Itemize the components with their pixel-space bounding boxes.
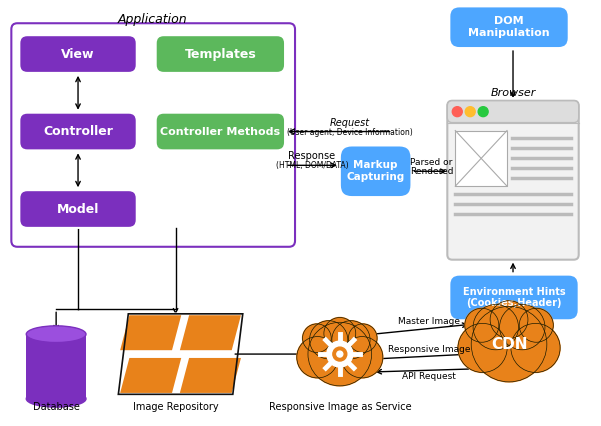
Text: Responsive Image: Responsive Image bbox=[388, 345, 471, 354]
Text: CDN: CDN bbox=[491, 337, 527, 351]
Circle shape bbox=[332, 321, 370, 359]
FancyBboxPatch shape bbox=[19, 190, 137, 228]
Text: Responsive Image as Service: Responsive Image as Service bbox=[269, 402, 411, 412]
Circle shape bbox=[471, 306, 547, 382]
FancyBboxPatch shape bbox=[450, 6, 569, 48]
Text: Request: Request bbox=[330, 118, 370, 128]
Circle shape bbox=[324, 317, 356, 349]
Text: (User agent, Device Information): (User agent, Device Information) bbox=[287, 128, 413, 137]
FancyBboxPatch shape bbox=[450, 275, 579, 320]
Text: Model: Model bbox=[57, 202, 99, 216]
Text: Database: Database bbox=[32, 402, 79, 412]
FancyBboxPatch shape bbox=[447, 101, 579, 260]
Text: Markup
Capturing: Markup Capturing bbox=[347, 161, 405, 182]
Ellipse shape bbox=[26, 326, 86, 343]
Circle shape bbox=[327, 341, 353, 367]
Circle shape bbox=[297, 337, 338, 378]
Circle shape bbox=[333, 347, 347, 361]
Polygon shape bbox=[118, 357, 183, 394]
Circle shape bbox=[349, 324, 377, 352]
Text: Controller: Controller bbox=[43, 125, 113, 138]
Circle shape bbox=[490, 301, 528, 339]
Circle shape bbox=[499, 305, 545, 350]
FancyBboxPatch shape bbox=[19, 35, 137, 73]
Text: DOM
Manipulation: DOM Manipulation bbox=[468, 17, 550, 38]
Circle shape bbox=[478, 106, 488, 117]
Text: Controller Methods: Controller Methods bbox=[160, 127, 281, 137]
FancyBboxPatch shape bbox=[340, 145, 412, 197]
Circle shape bbox=[337, 351, 343, 357]
FancyBboxPatch shape bbox=[156, 112, 285, 150]
Text: Templates: Templates bbox=[185, 48, 256, 60]
Circle shape bbox=[308, 322, 371, 386]
Circle shape bbox=[473, 305, 519, 350]
Circle shape bbox=[511, 323, 560, 372]
Circle shape bbox=[302, 324, 331, 352]
Text: View: View bbox=[61, 48, 95, 60]
Circle shape bbox=[453, 106, 462, 117]
FancyBboxPatch shape bbox=[19, 112, 137, 150]
Text: Environment Hints
(Cookies,Header): Environment Hints (Cookies,Header) bbox=[463, 287, 566, 308]
Polygon shape bbox=[178, 357, 243, 394]
Circle shape bbox=[465, 106, 475, 117]
Text: Master Image: Master Image bbox=[398, 317, 460, 326]
Polygon shape bbox=[118, 314, 183, 351]
Circle shape bbox=[458, 323, 507, 372]
Text: API Request: API Request bbox=[403, 372, 456, 381]
Circle shape bbox=[519, 308, 554, 342]
FancyBboxPatch shape bbox=[447, 101, 579, 123]
Bar bbox=[456, 130, 507, 186]
Polygon shape bbox=[178, 314, 243, 351]
Text: Response: Response bbox=[288, 151, 335, 161]
Ellipse shape bbox=[26, 391, 86, 407]
Text: Application: Application bbox=[118, 13, 188, 26]
Text: Browser: Browser bbox=[490, 88, 535, 98]
Circle shape bbox=[465, 308, 499, 342]
Circle shape bbox=[341, 337, 383, 378]
Text: Parsed or: Parsed or bbox=[410, 158, 453, 167]
FancyBboxPatch shape bbox=[156, 35, 285, 73]
Text: Image Repository: Image Repository bbox=[133, 402, 218, 412]
Text: Rendered: Rendered bbox=[410, 167, 453, 176]
Text: (HTML, DOM/DATA): (HTML, DOM/DATA) bbox=[276, 161, 348, 170]
Circle shape bbox=[310, 321, 348, 359]
Bar bbox=[26, 334, 86, 399]
